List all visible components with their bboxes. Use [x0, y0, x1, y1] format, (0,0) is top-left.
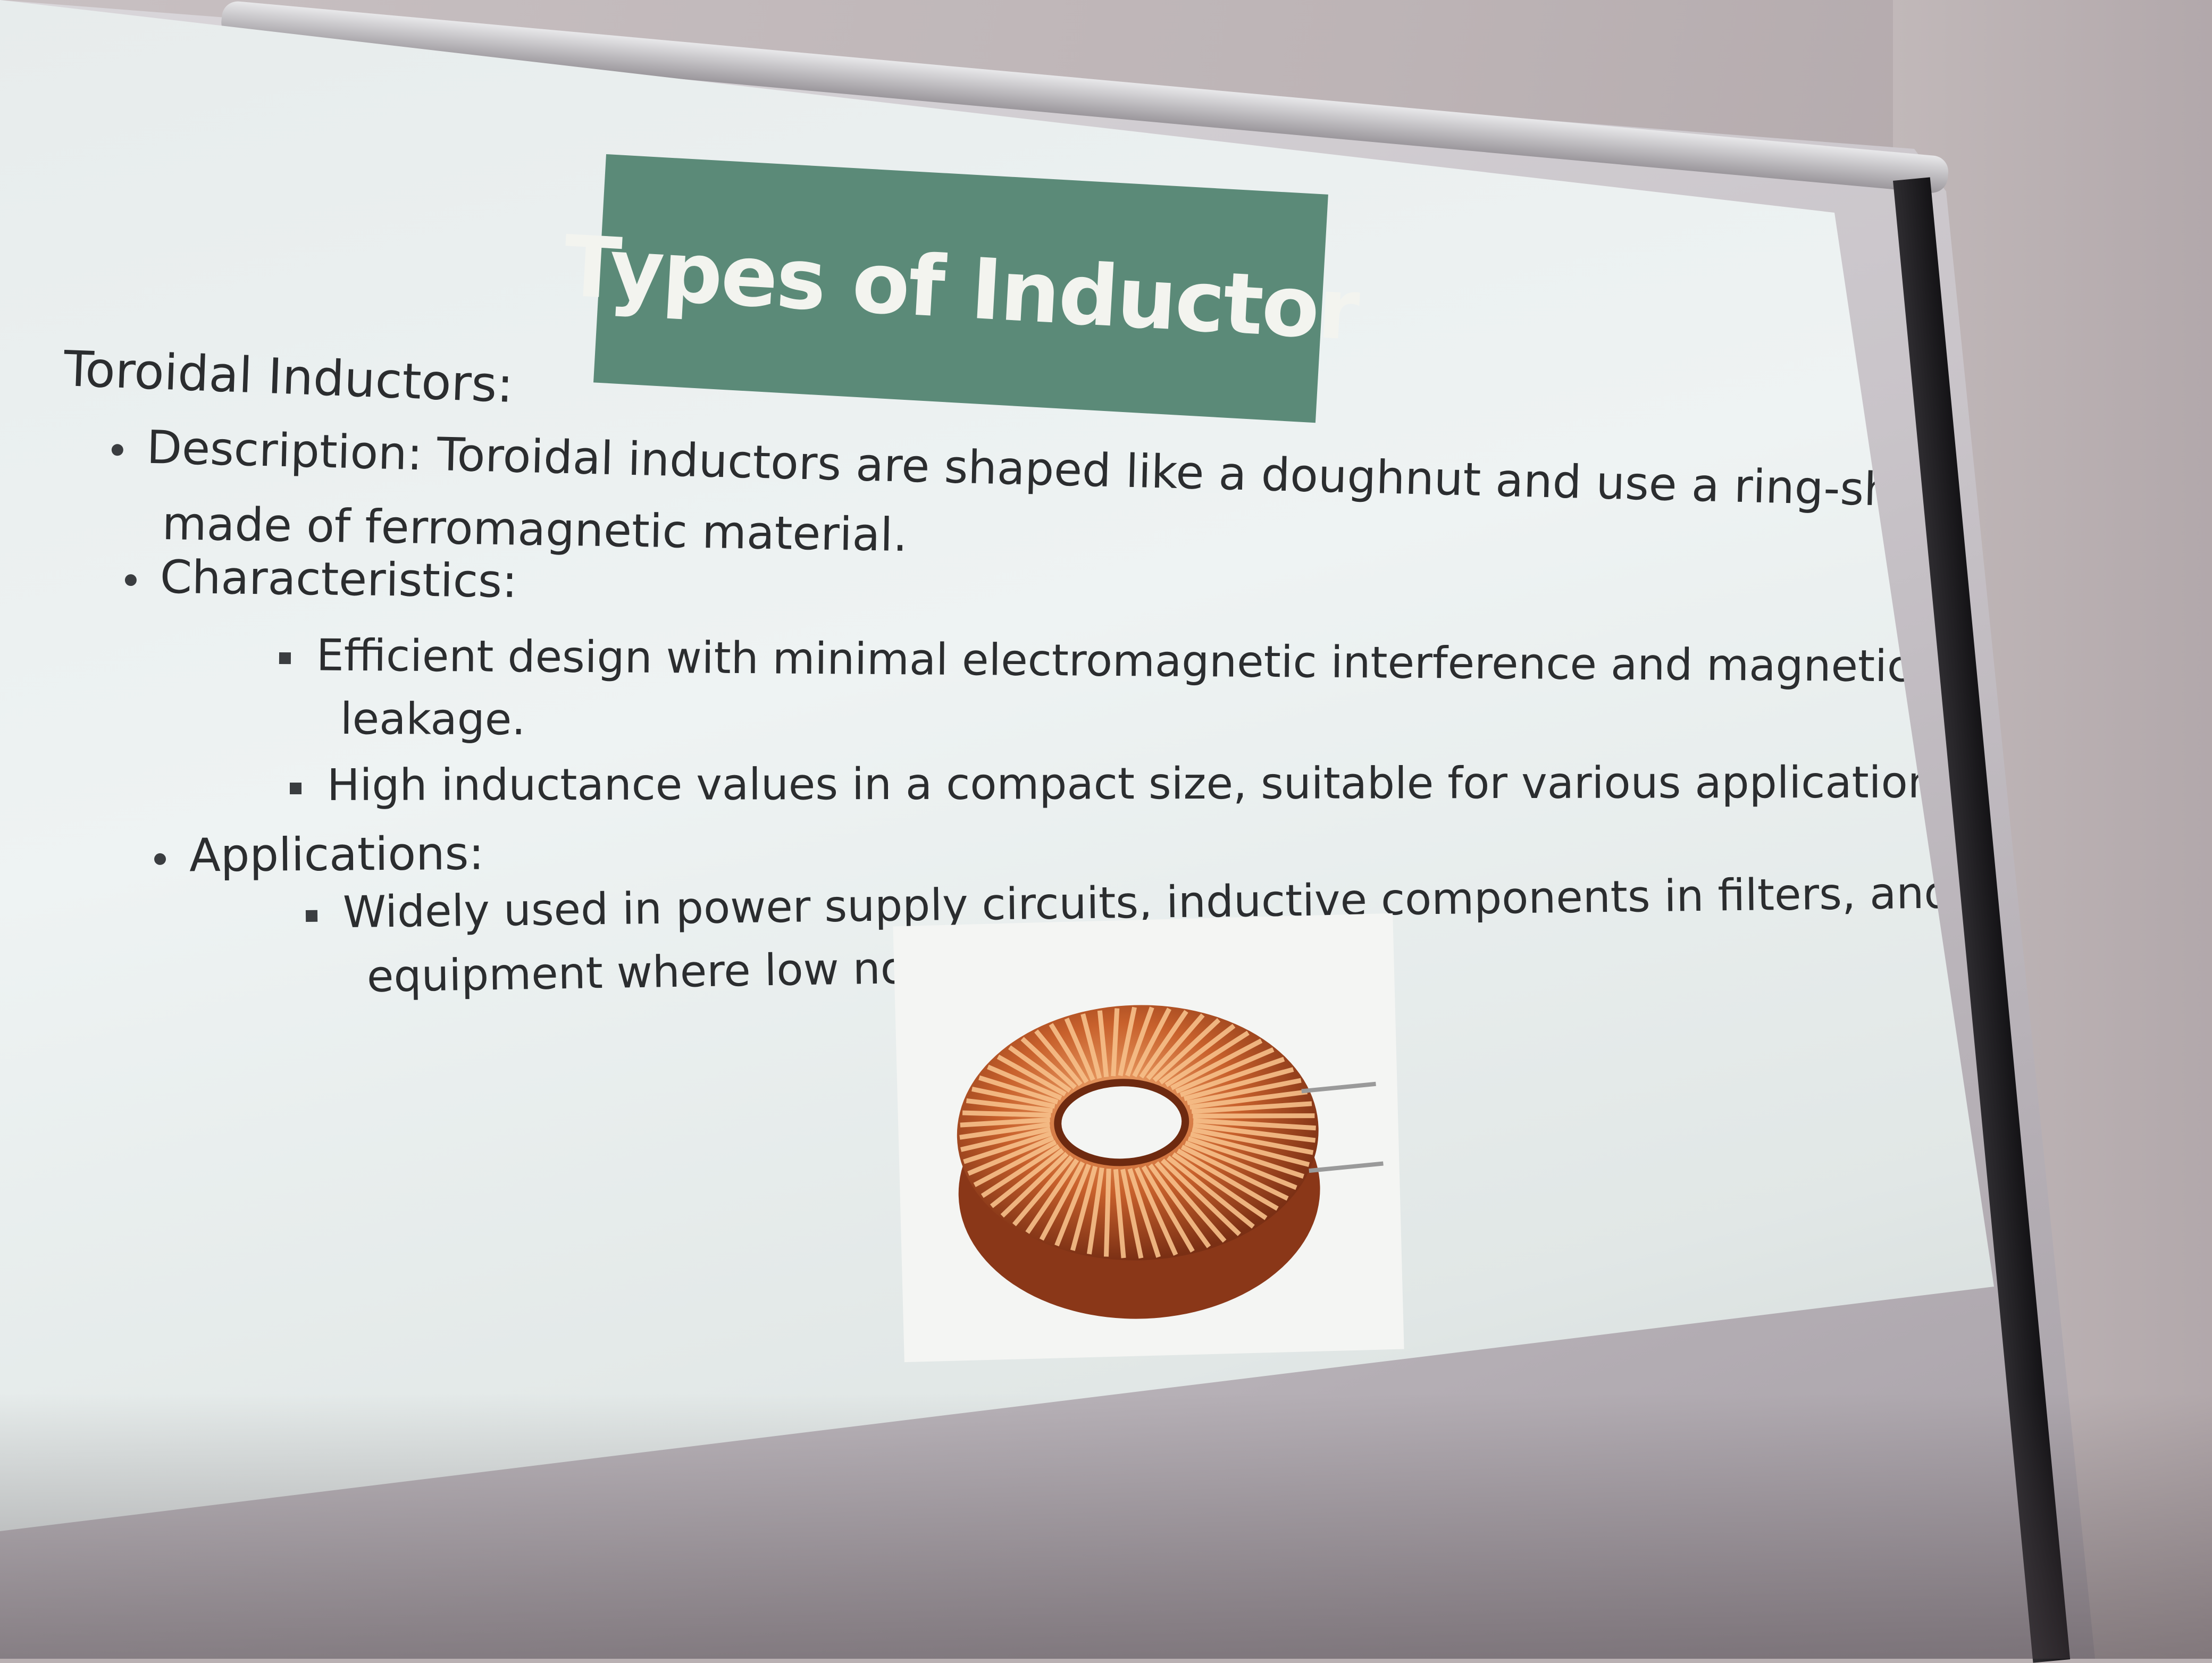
characteristic-2: High inductance values in a compact size…	[289, 757, 1972, 811]
bullet-dot-icon	[154, 853, 166, 865]
bullet-square-icon	[305, 910, 318, 922]
toroidal-inductor-photo	[893, 913, 1404, 1363]
coil-winding	[963, 1131, 1052, 1164]
coil-winding	[1191, 1101, 1312, 1114]
characteristic-1-line-2: leakage.	[340, 694, 526, 745]
coil-winding	[1049, 1023, 1089, 1084]
coil-winding	[1039, 1161, 1085, 1241]
coil-winding	[981, 1144, 1060, 1198]
coil-winding	[1187, 1078, 1302, 1105]
coil-winding	[1166, 1155, 1255, 1229]
coil-winding	[960, 1127, 1051, 1152]
coil-winding	[1171, 1152, 1268, 1220]
coil-winding	[1025, 1158, 1079, 1234]
bullet-square-icon	[279, 652, 291, 664]
coil-winding	[966, 1098, 1053, 1113]
coil-winding	[973, 1140, 1057, 1187]
coil-winding	[1152, 1018, 1221, 1082]
coil-winding	[1118, 1006, 1137, 1077]
coil-winding	[960, 1117, 1050, 1128]
slide-title-box: Types of Inductor	[561, 154, 1360, 423]
bullet-dot-icon	[124, 574, 137, 586]
applications-label: Applications:	[154, 827, 484, 883]
coil-winding	[1113, 1169, 1126, 1258]
coil-winding	[990, 1148, 1065, 1208]
coil-winding	[1054, 1163, 1091, 1247]
bullet-dot-icon	[111, 443, 124, 456]
coil-winding	[1183, 1067, 1294, 1102]
coil-winding	[1193, 1122, 1316, 1143]
coil-winding	[1193, 1113, 1315, 1119]
coil-winding	[1180, 1145, 1289, 1201]
coil-winding	[1170, 1038, 1263, 1090]
coil-winding	[1146, 1013, 1205, 1080]
coil-winding	[1139, 1010, 1188, 1079]
coil-winding	[971, 1086, 1055, 1109]
coil-winding	[1064, 1018, 1095, 1081]
coil-winding	[996, 1054, 1067, 1097]
coil-winding	[1184, 1140, 1297, 1190]
coil-winding	[1020, 1037, 1077, 1089]
coil-winding	[967, 1136, 1054, 1176]
coil-winding	[1070, 1165, 1098, 1252]
coil-winding	[962, 1110, 1051, 1118]
coil-winding	[1179, 1056, 1285, 1097]
coil-winding	[1125, 1006, 1154, 1077]
coil-winding	[1175, 1047, 1275, 1094]
coil-winding	[1176, 1148, 1279, 1211]
coil-winding	[1127, 1168, 1161, 1258]
coil-winding	[1000, 1152, 1069, 1218]
coil-winding	[1103, 1169, 1111, 1257]
coil-winding	[959, 1122, 1050, 1140]
coil-winding	[1159, 1023, 1236, 1085]
coil-winding	[1193, 1118, 1316, 1131]
bottom-shadow	[0, 1393, 2212, 1659]
characteristics-label: Characteristics:	[124, 550, 518, 608]
coil-winding	[1080, 1013, 1102, 1079]
coil-winding	[1189, 1132, 1310, 1167]
coil-winding	[978, 1075, 1059, 1105]
coil-winding	[1164, 1030, 1250, 1087]
coil-winding	[1012, 1155, 1074, 1227]
coil-winding	[1132, 1007, 1172, 1078]
coil-winding	[1192, 1127, 1314, 1155]
coil-winding	[987, 1064, 1062, 1101]
coil-winding	[1111, 1008, 1120, 1077]
coil-winding	[1086, 1167, 1104, 1255]
coil-winding	[1189, 1089, 1308, 1110]
coil-winding	[1034, 1029, 1083, 1087]
coil-winding	[1148, 1163, 1211, 1248]
characteristic-1-line-1: Efficient design with minimal electromag…	[279, 630, 1994, 693]
section-heading: Toroidal Inductors:	[63, 340, 515, 414]
coil-winding	[1154, 1161, 1227, 1243]
toroid-coil-icon	[957, 1005, 1384, 1319]
coil-winding	[1141, 1165, 1195, 1253]
coil-winding	[1134, 1167, 1178, 1256]
coil-winding	[1161, 1158, 1242, 1237]
coil-winding	[1097, 1010, 1109, 1078]
coil-winding	[1008, 1045, 1071, 1093]
bullet-square-icon	[289, 782, 302, 794]
coil-winding	[1120, 1169, 1144, 1259]
slide-title: Types of Inductor	[561, 217, 1361, 360]
coil-winding	[1187, 1136, 1304, 1179]
